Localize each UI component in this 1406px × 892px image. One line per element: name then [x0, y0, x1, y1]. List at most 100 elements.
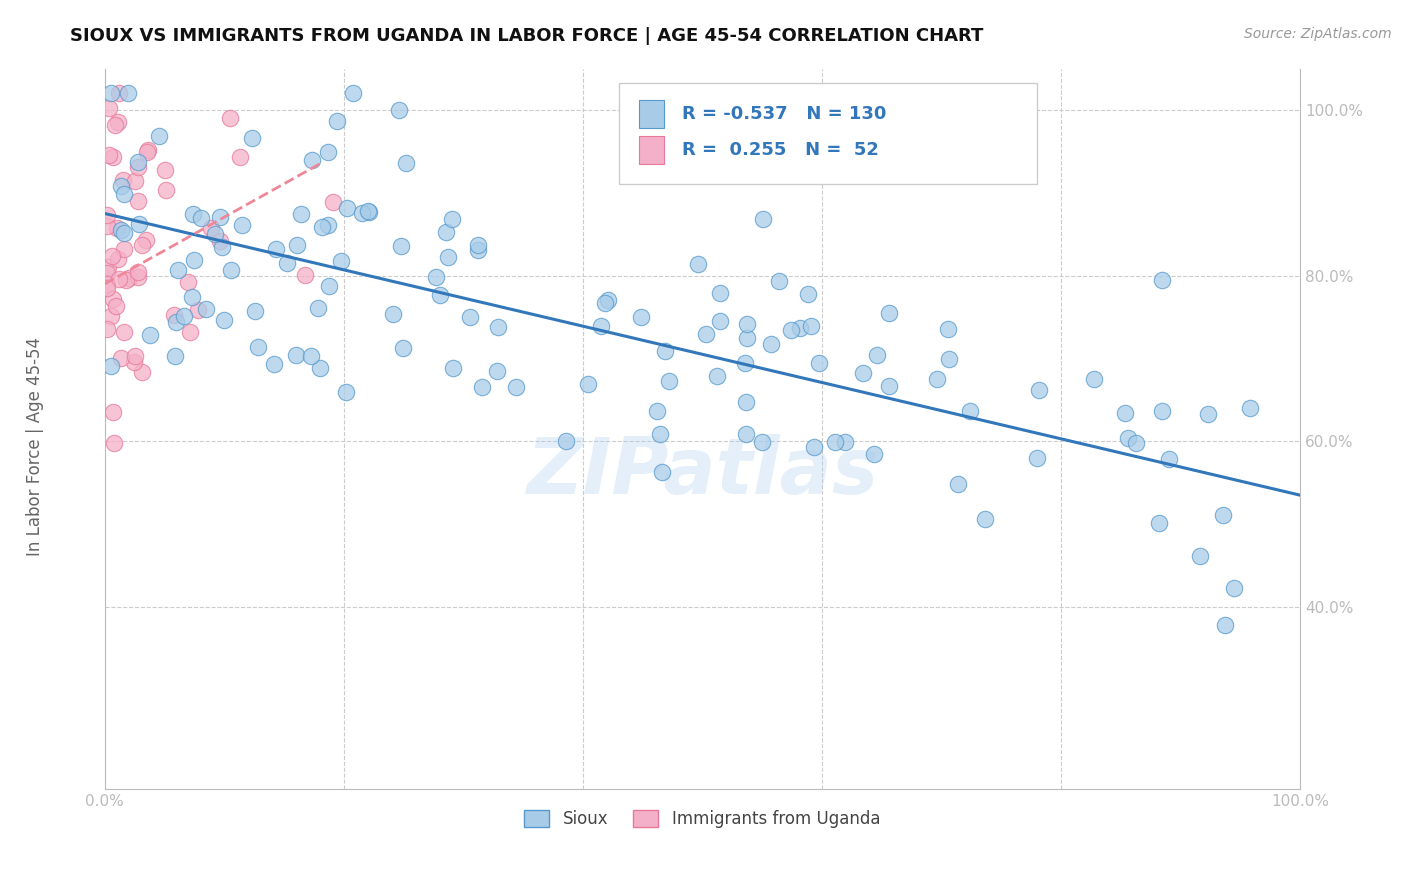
Text: In Labor Force | Age 45-54: In Labor Force | Age 45-54	[27, 336, 44, 556]
Point	[263, 357, 285, 371]
Point	[219, 112, 242, 126]
Point	[127, 269, 149, 284]
Point	[751, 435, 773, 450]
Point	[862, 447, 884, 461]
Point	[167, 263, 190, 277]
Point	[735, 331, 758, 345]
Point	[96, 281, 118, 295]
Point	[127, 155, 149, 169]
Point	[127, 265, 149, 279]
Point	[357, 203, 380, 218]
Point	[330, 254, 353, 268]
Point	[135, 233, 157, 247]
Point	[630, 310, 652, 324]
Point	[117, 87, 139, 101]
Point	[1215, 617, 1237, 632]
Point	[1026, 450, 1049, 465]
Point	[290, 206, 312, 220]
Point	[96, 208, 118, 222]
Point	[212, 312, 235, 326]
Point	[709, 314, 731, 328]
Point	[391, 341, 413, 355]
Point	[211, 240, 233, 254]
FancyBboxPatch shape	[638, 100, 664, 128]
FancyBboxPatch shape	[638, 136, 664, 163]
Point	[153, 162, 176, 177]
Point	[1152, 404, 1174, 418]
Point	[709, 286, 731, 301]
Point	[112, 325, 135, 339]
Point	[183, 252, 205, 267]
Point	[877, 305, 900, 319]
Point	[231, 219, 253, 233]
Point	[471, 379, 494, 393]
Point	[96, 277, 118, 292]
Text: R = -0.537   N = 130: R = -0.537 N = 130	[682, 105, 886, 123]
Point	[654, 344, 676, 359]
Point	[124, 173, 146, 187]
Point	[779, 323, 801, 337]
Point	[1239, 401, 1261, 416]
Point	[1125, 435, 1147, 450]
Point	[595, 296, 617, 310]
Point	[181, 290, 204, 304]
Point	[148, 129, 170, 144]
Point	[395, 155, 418, 169]
Point	[467, 243, 489, 257]
Point	[179, 326, 201, 340]
Point	[879, 379, 901, 393]
Point	[131, 365, 153, 379]
Point	[650, 427, 672, 442]
Point	[352, 205, 374, 219]
Point	[276, 255, 298, 269]
Point	[204, 227, 226, 242]
Point	[200, 221, 222, 235]
Point	[104, 299, 127, 313]
Text: R =  0.255   N =  52: R = 0.255 N = 52	[682, 141, 879, 159]
Point	[138, 328, 160, 343]
Point	[101, 405, 124, 419]
Point	[437, 250, 460, 264]
Point	[136, 145, 159, 160]
Point	[486, 363, 509, 377]
Legend: Sioux, Immigrants from Uganda: Sioux, Immigrants from Uganda	[517, 804, 887, 835]
Point	[486, 320, 509, 334]
Point	[112, 187, 135, 202]
Point	[1114, 406, 1136, 420]
Point	[187, 302, 209, 317]
Point	[308, 361, 330, 376]
Point	[441, 360, 464, 375]
Point	[734, 427, 756, 442]
Point	[555, 434, 578, 449]
Point	[389, 239, 412, 253]
Text: ZIPatlas: ZIPatlas	[526, 434, 879, 510]
Point	[322, 194, 344, 209]
Point	[136, 143, 159, 157]
Point	[866, 348, 889, 362]
Point	[752, 212, 775, 227]
Point	[97, 148, 120, 162]
Point	[734, 356, 756, 370]
Point	[100, 359, 122, 373]
Point	[434, 225, 457, 239]
Point	[285, 238, 308, 252]
Point	[110, 223, 132, 237]
Point	[440, 212, 463, 227]
Point	[761, 336, 783, 351]
Point	[173, 309, 195, 323]
Point	[311, 219, 333, 234]
Point	[97, 260, 120, 274]
Point	[103, 436, 125, 450]
Point	[388, 103, 411, 118]
Point	[245, 303, 267, 318]
Point	[576, 376, 599, 391]
Point	[598, 293, 620, 307]
Point	[104, 118, 127, 132]
Point	[925, 372, 948, 386]
Point	[98, 101, 121, 115]
Point	[342, 87, 364, 101]
Point	[1212, 508, 1234, 523]
Point	[115, 273, 138, 287]
Text: Source: ZipAtlas.com: Source: ZipAtlas.com	[1244, 27, 1392, 41]
Point	[589, 318, 612, 333]
